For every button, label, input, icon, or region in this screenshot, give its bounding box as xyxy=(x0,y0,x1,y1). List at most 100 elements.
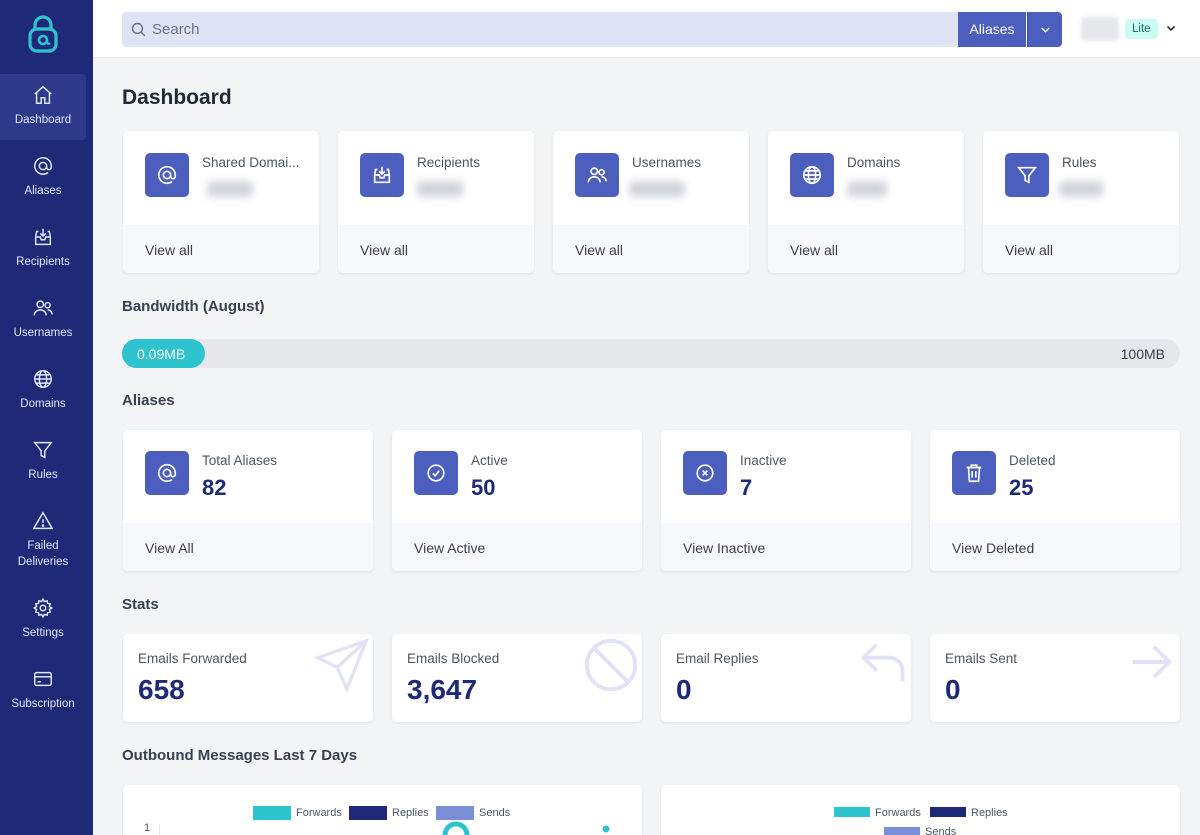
card-footer: View all xyxy=(983,225,1179,273)
outbound-heading: Outbound Messages Last 7 Days xyxy=(122,747,358,764)
bandwidth-bar xyxy=(122,339,1180,368)
card-label: Shared Domai... xyxy=(202,155,300,170)
block-icon xyxy=(584,638,638,692)
sidebar-item-subscription[interactable]: Subscription xyxy=(0,658,86,724)
outbound-chart-left: Forwards Replies Sends 1 xyxy=(123,785,642,835)
legend-label: Forwards xyxy=(296,807,342,819)
sidebar-item-recipients[interactable]: Recipients xyxy=(0,216,86,282)
stat-label: Emails Forwarded xyxy=(138,651,247,666)
legend-swatch-replies xyxy=(930,807,966,817)
x-circle-icon xyxy=(696,464,714,482)
username-redacted[interactable] xyxy=(1081,17,1119,41)
card-footer: View all xyxy=(768,225,964,273)
check-circle-icon xyxy=(427,464,445,482)
card-footer: View all xyxy=(123,225,319,273)
y-tick-label: 1 xyxy=(144,822,151,834)
legend-label: Forwards xyxy=(875,807,921,819)
top-bar: Aliases Lite xyxy=(93,0,1200,58)
search-icon xyxy=(131,22,146,37)
stat-value: 3,647 xyxy=(407,674,478,705)
overview-card-domains: Domains View all xyxy=(768,131,964,273)
overview-card-recipients: Recipients View all xyxy=(338,131,534,273)
sidebar-item-label: Subscription xyxy=(11,698,75,710)
card-footer: View Active xyxy=(392,523,642,571)
at-icon xyxy=(34,157,52,175)
filter-icon xyxy=(1017,166,1037,184)
bandwidth-limit: 100MB xyxy=(1120,346,1165,362)
sidebar-item-aliases[interactable]: Aliases xyxy=(0,145,86,211)
view-deleted-link[interactable]: View Deleted xyxy=(952,540,1035,556)
filter-icon xyxy=(33,441,53,459)
legend-swatch-sends xyxy=(436,806,474,820)
view-all-link[interactable]: View all xyxy=(1005,242,1053,258)
inbox-icon xyxy=(34,228,52,246)
sidebar-item-label: Recipients xyxy=(16,256,70,268)
view-all-link[interactable]: View all xyxy=(575,242,623,258)
view-all-link[interactable]: View all xyxy=(360,242,408,258)
chevron-down-icon xyxy=(1041,27,1050,33)
stats-heading: Stats xyxy=(122,596,159,613)
sidebar-item-label: Aliases xyxy=(24,185,62,197)
sidebar-item-rules[interactable]: Rules xyxy=(0,429,86,495)
view-all-aliases-link[interactable]: View All xyxy=(145,540,194,556)
home-icon xyxy=(34,85,52,104)
icon-box xyxy=(952,451,996,495)
redacted-value xyxy=(847,181,887,197)
users-icon xyxy=(33,300,53,316)
stat-label: Email Replies xyxy=(676,651,759,666)
bandwidth-used: 0.09MB xyxy=(137,346,186,362)
alias-card-deleted: Deleted 25 View Deleted xyxy=(930,430,1180,571)
stat-value: 658 xyxy=(138,674,185,705)
card-label: Inactive xyxy=(740,453,787,468)
user-menu-chevron-icon[interactable] xyxy=(1165,22,1177,34)
logo-icon[interactable] xyxy=(27,14,59,54)
arrow-right-icon xyxy=(1132,645,1173,679)
card-footer: View All xyxy=(123,523,373,571)
sidebar-item-label: Dashboard xyxy=(14,114,72,126)
search-input[interactable] xyxy=(152,12,942,47)
overview-card-shared-domains: Shared Domai... View all xyxy=(123,131,319,273)
search-scope-select[interactable]: Aliases xyxy=(958,12,1026,47)
card-value: 50 xyxy=(471,475,496,500)
users-icon xyxy=(587,167,607,183)
legend-label: Replies xyxy=(392,807,429,819)
y-axis-line xyxy=(159,825,160,835)
view-all-link[interactable]: View all xyxy=(145,242,193,258)
card-footer: View Deleted xyxy=(930,523,1180,571)
trash-icon xyxy=(966,464,982,483)
search-scope-dropdown-button[interactable] xyxy=(1027,12,1062,47)
icon-box xyxy=(575,153,619,197)
sidebar-item-settings[interactable]: Settings xyxy=(0,587,86,653)
sidebar-item-label: Rules xyxy=(28,469,58,481)
sidebar-item-usernames[interactable]: Usernames xyxy=(0,287,86,353)
view-inactive-link[interactable]: View Inactive xyxy=(683,540,766,556)
card-label: Recipients xyxy=(417,155,481,170)
bandwidth-heading: Bandwidth (August) xyxy=(122,298,265,315)
inbox-icon xyxy=(373,166,391,184)
credit-card-icon xyxy=(34,671,52,687)
sidebar-item-label: Usernames xyxy=(13,327,73,339)
view-all-link[interactable]: View all xyxy=(790,242,838,258)
card-footer: View all xyxy=(553,225,749,273)
sidebar-item-dashboard[interactable]: Dashboard xyxy=(0,74,86,140)
at-icon xyxy=(157,463,177,483)
sidebar-item-failed-deliveries[interactable]: Failed Deliveries xyxy=(0,500,86,580)
legend-label: Sends xyxy=(479,807,511,819)
stat-label: Emails Sent xyxy=(945,651,1018,666)
chart-point-arc xyxy=(442,821,470,835)
outbound-chart-right: Forwards Replies Sends xyxy=(661,785,1180,835)
sidebar-item-label: Settings xyxy=(22,627,64,639)
stat-value: 0 xyxy=(945,674,961,705)
overview-card-usernames: Usernames View all xyxy=(553,131,749,273)
card-value: 7 xyxy=(740,475,753,500)
alias-card-total: Total Aliases 82 View All xyxy=(123,430,373,571)
redacted-value xyxy=(417,181,463,197)
stat-card-sent: Emails Sent 0 xyxy=(930,634,1180,722)
paper-plane-icon xyxy=(313,638,370,694)
stat-card-forwarded: Emails Forwarded 658 xyxy=(123,634,373,722)
legend-swatch-forwards xyxy=(834,807,870,817)
view-active-link[interactable]: View Active xyxy=(414,540,486,556)
legend-swatch-forwards xyxy=(253,806,291,820)
alias-card-inactive: Inactive 7 View Inactive xyxy=(661,430,911,571)
sidebar-item-domains[interactable]: Domains xyxy=(0,358,86,424)
